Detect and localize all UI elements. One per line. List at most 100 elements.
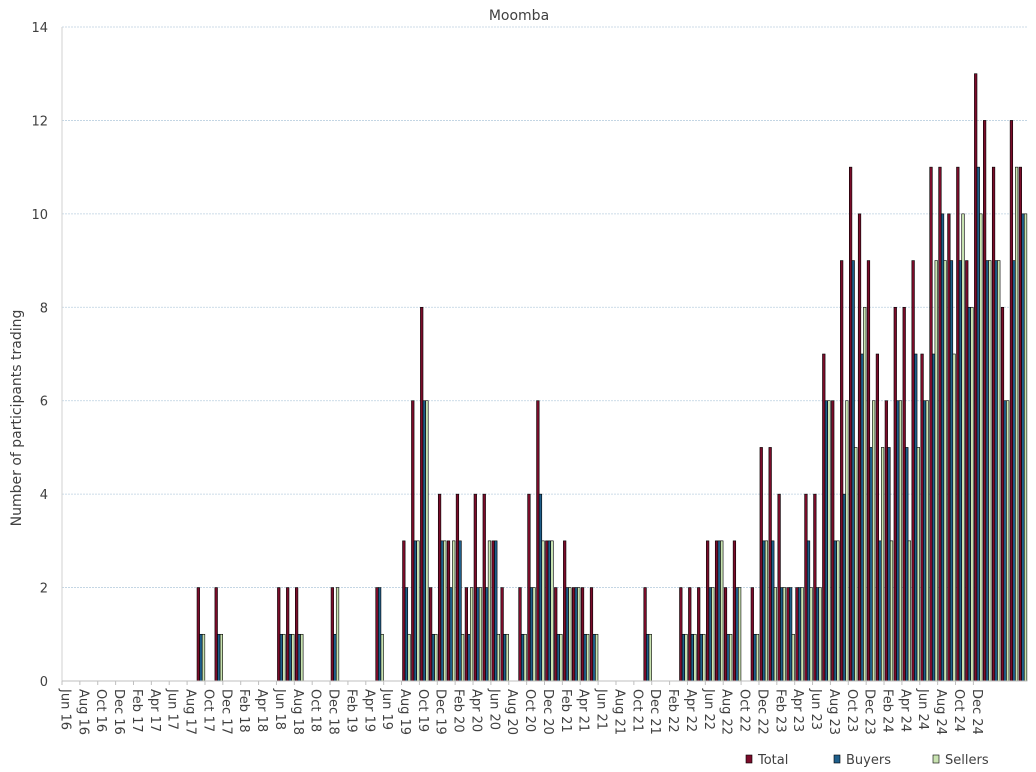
bar-buyers-79 bbox=[771, 540, 775, 682]
bar-total-35 bbox=[375, 587, 379, 682]
x-tick-label: Dec 19 bbox=[433, 689, 448, 735]
bar-total-43 bbox=[446, 540, 451, 682]
bar-buyers-85 bbox=[824, 400, 828, 682]
x-tick-label: Oct 23 bbox=[844, 689, 859, 732]
x-tick-label: Jun 18 bbox=[272, 688, 287, 730]
bar-buyers-104 bbox=[994, 260, 998, 682]
x-tick-label: Apr 19 bbox=[361, 689, 376, 732]
bar-total-24 bbox=[277, 587, 281, 682]
bar-buyers-69 bbox=[681, 633, 686, 682]
x-tick-label: Oct 19 bbox=[415, 689, 430, 732]
bar-buyers-44 bbox=[458, 540, 462, 682]
bar-sellers-77 bbox=[755, 633, 760, 682]
x-tick-label: Aug 19 bbox=[397, 689, 412, 735]
bar-buyers-75 bbox=[735, 587, 739, 682]
bar-buyers-107 bbox=[1021, 213, 1025, 682]
bar-total-89 bbox=[857, 213, 862, 682]
bar-buyers-89 bbox=[860, 353, 864, 682]
bar-total-90 bbox=[866, 260, 871, 682]
x-tick-label: Aug 17 bbox=[183, 689, 198, 735]
bar-sellers-25 bbox=[291, 633, 295, 682]
bar-total-58 bbox=[580, 587, 585, 682]
bar-total-77 bbox=[750, 587, 754, 682]
x-tick-label: Jun 20 bbox=[486, 688, 501, 730]
bar-total-15 bbox=[196, 587, 200, 682]
bar-sellers-39 bbox=[416, 540, 420, 682]
bar-total-40 bbox=[420, 306, 424, 682]
y-tick-labels: 0 2 4 6 8 10 12 14 bbox=[31, 21, 48, 690]
bar-sellers-85 bbox=[827, 400, 831, 682]
bar-total-96 bbox=[920, 353, 924, 682]
bar-buyers-54 bbox=[547, 540, 551, 682]
x-tick-label: Feb 20 bbox=[451, 689, 466, 733]
bar-sellers-106 bbox=[1015, 166, 1019, 682]
bar-total-100 bbox=[956, 166, 960, 682]
x-tick-labels: Jun 16 Aug 16 Oct 16 Dec 16 Feb 17 Apr 17 Jun … bbox=[57, 681, 984, 735]
bar-total-56 bbox=[563, 540, 567, 682]
bar-total-101 bbox=[965, 260, 969, 682]
bar-buyers-91 bbox=[878, 540, 882, 682]
bar-total-65 bbox=[643, 587, 647, 682]
bar-sellers-75 bbox=[738, 587, 742, 682]
bar-buyers-17 bbox=[217, 633, 221, 682]
x-tick-label: Jun 17 bbox=[165, 688, 180, 730]
bar-buyers-83 bbox=[806, 540, 811, 682]
bar-total-81 bbox=[786, 587, 790, 682]
bar-sellers-70 bbox=[693, 633, 697, 682]
bar-buyers-78 bbox=[762, 540, 766, 682]
bar-sellers-81 bbox=[791, 633, 795, 682]
bar-total-87 bbox=[840, 260, 844, 682]
bar-buyers-25 bbox=[288, 633, 292, 682]
bar-buyers-100 bbox=[958, 260, 963, 682]
bar-total-49 bbox=[500, 587, 504, 682]
x-tick-label: Oct 16 bbox=[93, 689, 108, 732]
bar-buyers-53 bbox=[538, 493, 543, 682]
bar-total-70 bbox=[688, 587, 692, 682]
bar-sellers-80 bbox=[782, 587, 786, 682]
bar-sellers-15 bbox=[201, 633, 206, 682]
bar-total-45 bbox=[464, 587, 468, 682]
x-tick-label: Dec 24 bbox=[969, 689, 984, 735]
bar-sellers-48 bbox=[496, 633, 500, 682]
bar-total-46 bbox=[473, 493, 477, 682]
bar-sellers-104 bbox=[997, 260, 1001, 682]
bar-total-106 bbox=[1009, 120, 1014, 682]
bar-sellers-40 bbox=[425, 400, 429, 682]
bar-sellers-95 bbox=[916, 447, 920, 682]
bar-sellers-107 bbox=[1023, 213, 1028, 682]
bar-total-55 bbox=[554, 587, 558, 682]
legend: Total Buyers Sellers bbox=[745, 753, 989, 768]
y-tick-label: 6 bbox=[40, 395, 48, 410]
x-tick-label: Jun 19 bbox=[379, 688, 394, 730]
y-tick-label: 0 bbox=[40, 675, 48, 690]
bar-buyers-39 bbox=[413, 540, 417, 682]
bar-sellers-105 bbox=[1006, 400, 1010, 682]
bar-sellers-69 bbox=[684, 633, 688, 682]
bar-sellers-30 bbox=[335, 587, 340, 682]
bar-buyers-26 bbox=[297, 633, 301, 682]
bar-buyers-42 bbox=[440, 540, 444, 682]
bar-total-92 bbox=[884, 400, 888, 682]
bar-sellers-98 bbox=[943, 260, 947, 682]
bar-total-78 bbox=[759, 447, 763, 682]
bar-sellers-56 bbox=[568, 587, 572, 682]
bar-total-72 bbox=[706, 540, 710, 682]
x-tick-label: Apr 23 bbox=[790, 689, 805, 732]
bar-sellers-94 bbox=[907, 540, 912, 682]
bar-sellers-78 bbox=[764, 540, 769, 682]
bar-buyers-86 bbox=[833, 540, 837, 682]
x-tick-label: Aug 21 bbox=[611, 689, 626, 735]
x-tick-label: Dec 22 bbox=[754, 689, 769, 735]
bar-buyers-57 bbox=[574, 587, 578, 682]
bar-buyers-102 bbox=[976, 166, 980, 682]
bar-buyers-97 bbox=[932, 353, 936, 682]
bar-total-107 bbox=[1018, 166, 1022, 682]
x-tick-label: Aug 16 bbox=[75, 689, 90, 735]
bar-total-75 bbox=[732, 540, 737, 682]
bar-sellers-86 bbox=[836, 540, 840, 682]
bar-sellers-82 bbox=[800, 587, 804, 682]
x-tick-label: Aug 22 bbox=[719, 689, 734, 735]
bar-sellers-71 bbox=[702, 633, 706, 682]
bar-buyers-84 bbox=[815, 587, 820, 682]
